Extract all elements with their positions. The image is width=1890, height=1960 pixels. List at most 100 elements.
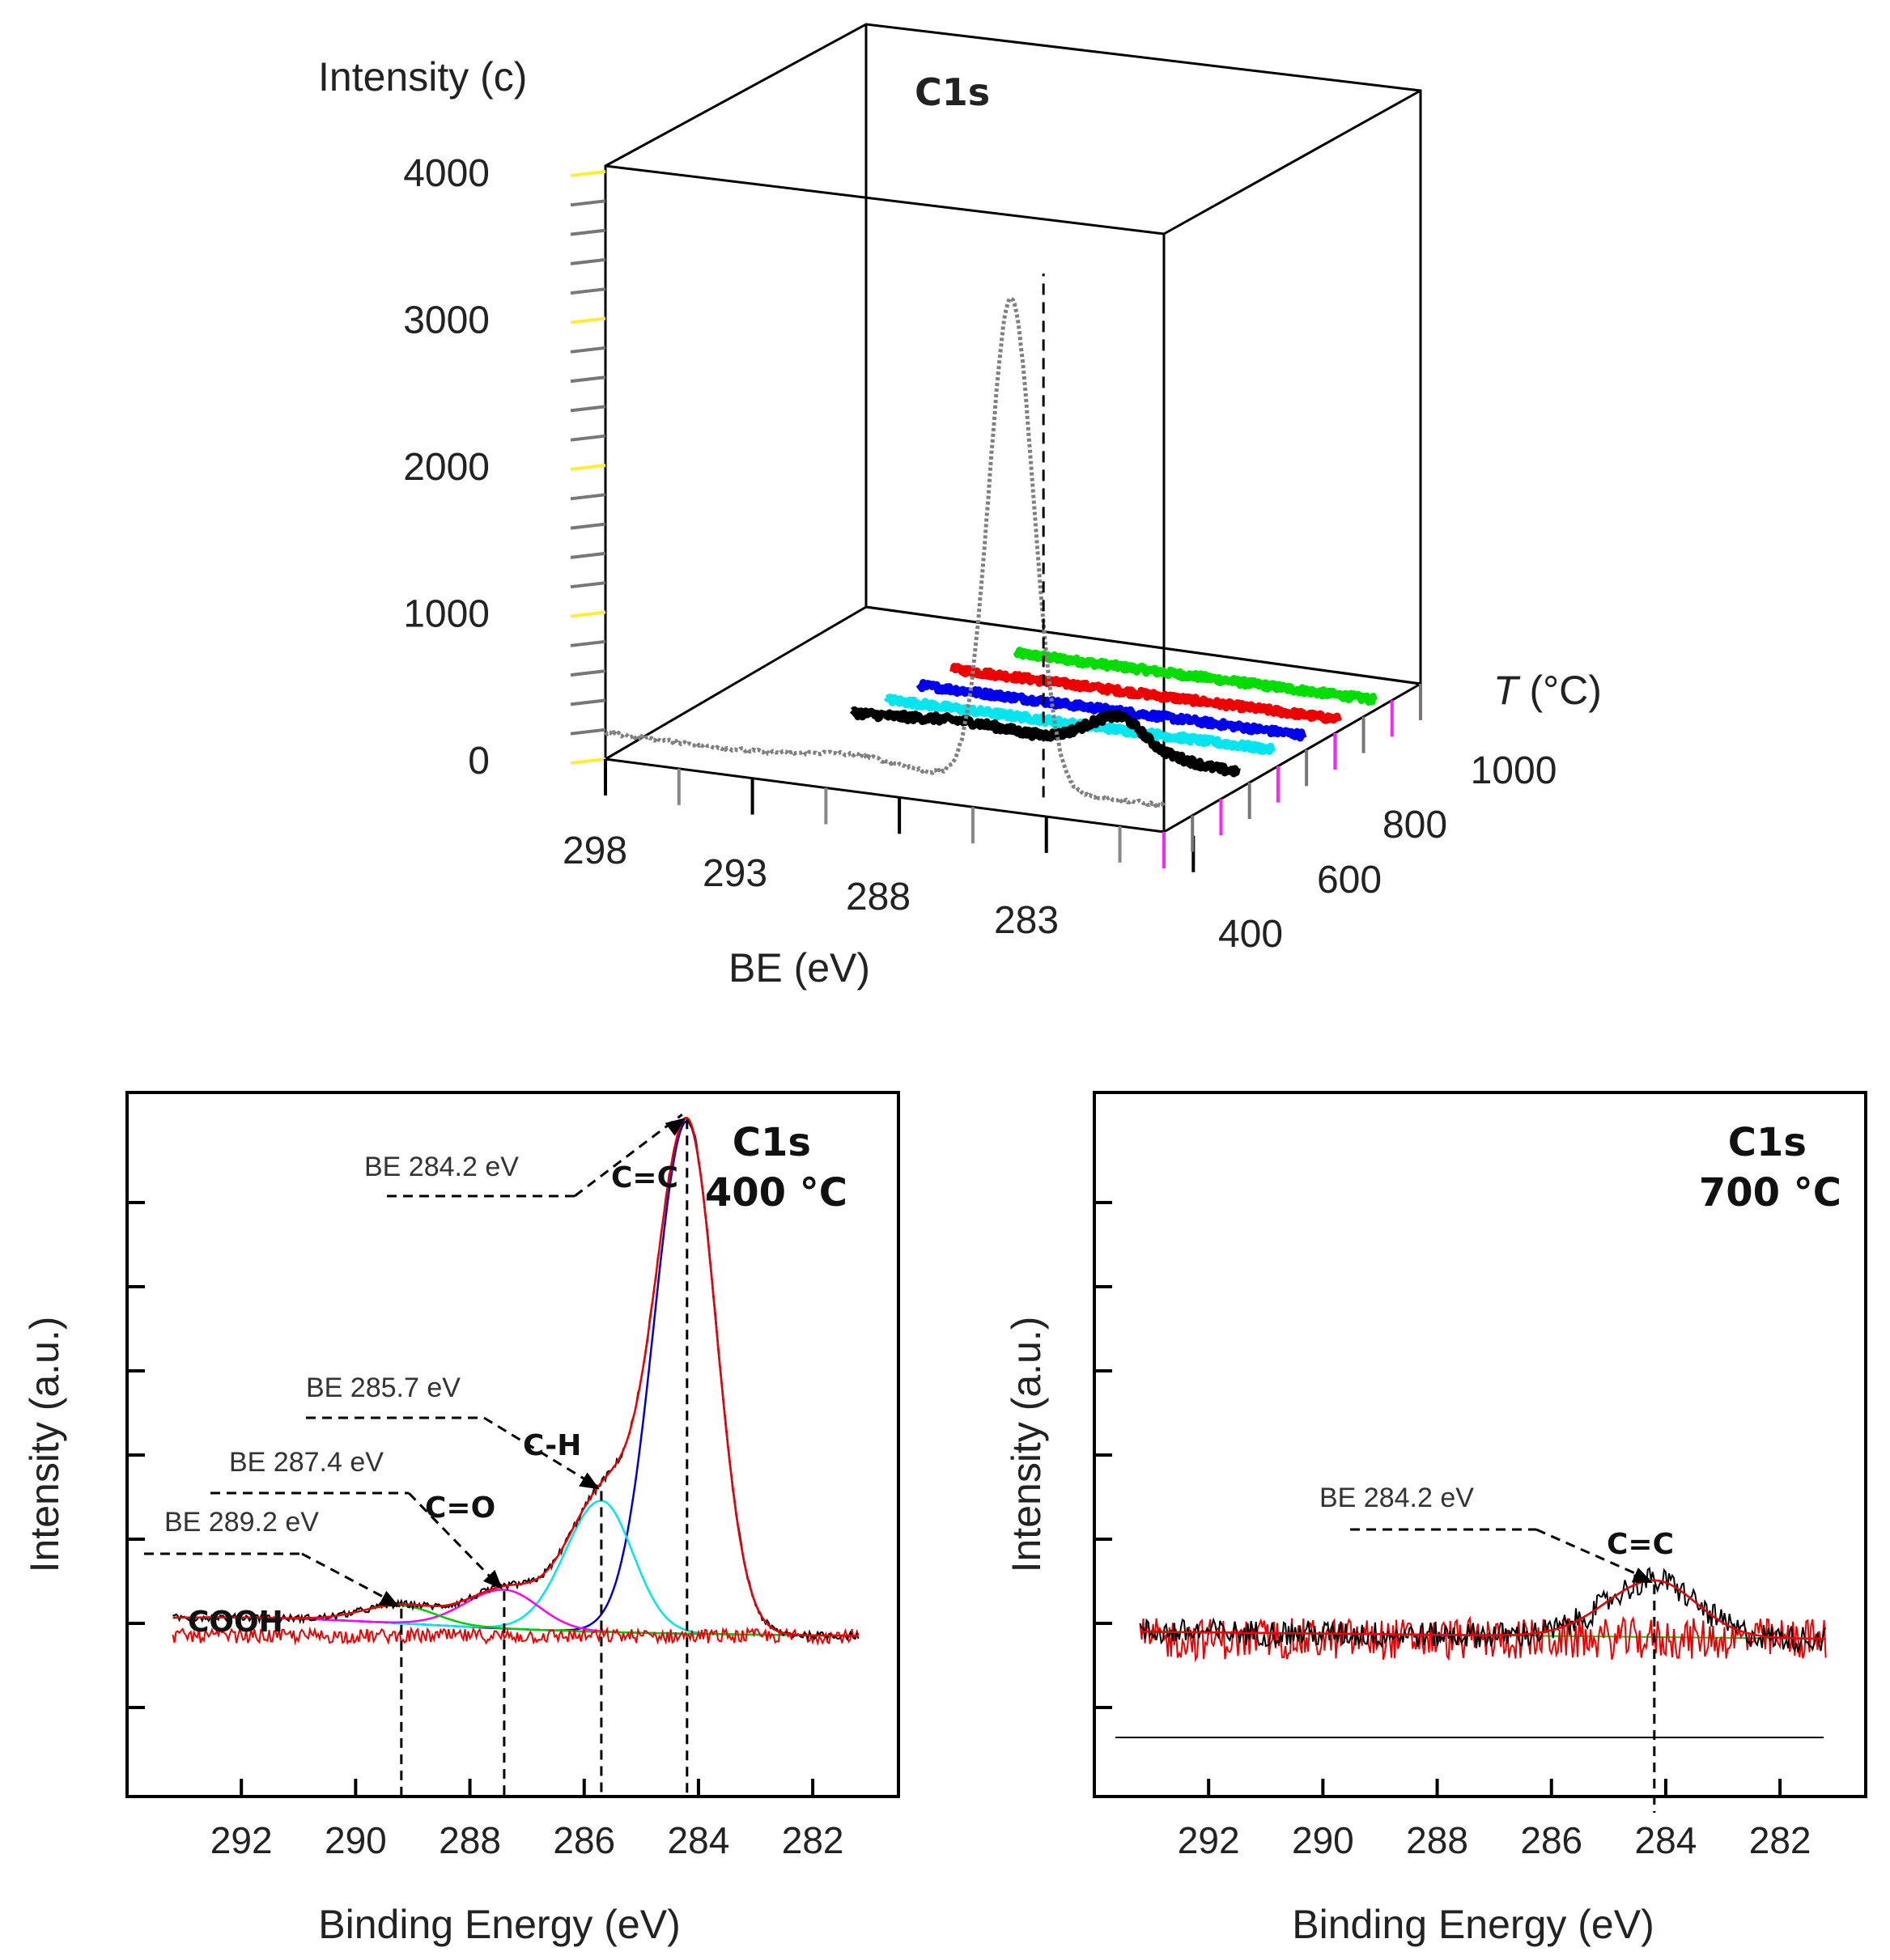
z-tick-label: 1000 [1471, 749, 1557, 792]
chart-subtitle: 700 °C [1699, 1170, 1841, 1215]
species-label: C=O [425, 1491, 495, 1525]
species-label: C-H [523, 1429, 581, 1462]
species-label: C=C [611, 1161, 678, 1194]
y-minor-tick [570, 698, 606, 706]
peak-annotations: BE 284.2 eV C=C [1319, 1483, 1674, 1813]
x-tick-label: 288 [1406, 1819, 1468, 1861]
x-tick-label: 290 [1292, 1819, 1354, 1861]
raw-data-line [1139, 1567, 1827, 1655]
z-tick-label: 400 [1218, 913, 1283, 956]
intensity-axis-ticks: 0 1000 2000 3000 4000 [403, 152, 606, 783]
y-tick-label: 1000 [403, 593, 490, 636]
x-tick-label: 293 [703, 852, 767, 895]
y-minor-tick [570, 346, 606, 354]
x-tick-label: 292 [1178, 1819, 1240, 1861]
z-tick-label: 800 [1382, 804, 1447, 846]
leader-diagonal [407, 1491, 500, 1588]
y-major-tick [570, 757, 606, 765]
x-axis-label: BE (eV) [728, 945, 870, 991]
y-minor-tick [570, 257, 606, 265]
leader-arrowhead [579, 1472, 600, 1490]
x-tick-label: 290 [325, 1819, 387, 1861]
x-tick-label: 286 [553, 1819, 615, 1861]
x-tick-label: 288 [846, 876, 911, 918]
be-annotation-label: BE 284.2 eV [364, 1152, 519, 1182]
y-minor-tick [570, 228, 606, 236]
z-axis-label-unit: (°C) [1518, 668, 1602, 713]
x-tick-label: 286 [1520, 1819, 1582, 1861]
species-label: COOH [188, 1606, 283, 1639]
leader-diagonal [301, 1552, 397, 1606]
be-axis-ticks: 298 293 288 283 [563, 759, 1196, 942]
fit-curves [1139, 1567, 1827, 1663]
residual-line [1139, 1615, 1827, 1663]
fit-curves [172, 1117, 860, 1646]
y-minor-tick [570, 639, 606, 647]
series-red-line [949, 663, 1342, 724]
y-minor-tick [570, 551, 606, 559]
z-tick-label: 600 [1317, 859, 1382, 902]
y-major-tick [570, 610, 606, 618]
be-annotation-label: BE 287.4 eV [229, 1447, 384, 1478]
x-tick-label: 282 [1749, 1819, 1811, 1861]
chart-subtitle: 400 °C [705, 1170, 847, 1215]
series-blue-line [915, 679, 1307, 742]
be-annotation-label: BE 289.2 eV [164, 1507, 319, 1538]
axis-ticks: 292 290 288 286 284 282 [1094, 1201, 1811, 1861]
leader-diagonal [1535, 1528, 1650, 1581]
envelope-line [1140, 1579, 1826, 1640]
y-tick-label: 2000 [403, 446, 490, 489]
xps-400c-chart: 292 290 288 286 284 282 BE 284.2 eV C=C BE 285.… [22, 1091, 900, 1947]
leader-diagonal [574, 1113, 683, 1198]
x-tick-label: 283 [994, 899, 1059, 942]
waterfall-3d-chart: 0 1000 2000 3000 4000 298 293 288 283 400 600800… [318, 23, 1602, 991]
chart-title: C1s [1728, 1120, 1807, 1165]
x-axis-label: Binding Energy (eV) [318, 1902, 680, 1947]
x-tick-label: 298 [563, 829, 627, 872]
y-minor-tick [570, 434, 606, 442]
y-minor-tick [570, 405, 606, 413]
chart-title: C1s [915, 70, 990, 114]
species-label: C=C [1607, 1528, 1674, 1561]
y-minor-tick [570, 493, 606, 501]
y-minor-tick [570, 375, 606, 384]
leader-arrowhead [378, 1590, 400, 1607]
waterfall-series [604, 296, 1378, 808]
y-minor-tick [570, 581, 606, 589]
y-tick-label: 4000 [403, 152, 490, 195]
axis-ticks: 292 290 288 286 284 282 [127, 1201, 843, 1861]
x-tick-label: 284 [668, 1819, 730, 1861]
residual-line [172, 1626, 860, 1646]
x-axis-label: Binding Energy (eV) [1292, 1902, 1654, 1947]
x-tick-label: 284 [1635, 1819, 1697, 1861]
plot-frame [125, 1091, 900, 1798]
x-tick-label: 292 [210, 1819, 273, 1861]
xps-700c-chart: 292 290 288 286 284 282 BE 284.2 eV C=C C1s 70… [1004, 1091, 1867, 1947]
be-annotation-label: BE 284.2 eV [1319, 1483, 1474, 1513]
y-minor-tick [570, 669, 606, 677]
series-gray-line [604, 296, 1166, 808]
x-tick-label: 288 [439, 1819, 501, 1861]
y-axis-label: Intensity (c) [318, 54, 527, 100]
leader-arrowhead [483, 1569, 503, 1590]
y-axis-label: Intensity (a.u.) [22, 1317, 67, 1573]
y-tick-label: 0 [468, 740, 490, 783]
envelope-line [172, 1117, 859, 1637]
z-axis-label-symbol: T [1493, 668, 1521, 713]
y-minor-tick [570, 199, 606, 207]
be-annotation-label: BE 285.7 eV [306, 1372, 461, 1403]
y-tick-label: 3000 [403, 299, 490, 342]
y-major-tick [570, 316, 606, 325]
y-major-tick [570, 170, 606, 177]
leader-arrowhead [1631, 1568, 1653, 1583]
y-major-tick [570, 464, 606, 471]
leader-diagonal [483, 1416, 597, 1487]
series-green-line [1013, 647, 1378, 706]
y-minor-tick [570, 728, 606, 736]
peak-annotations: BE 284.2 eV C=C BE 285.7 eV C-H BE 287.4 eV C… [144, 1113, 689, 1797]
leader-arrowhead [665, 1118, 686, 1136]
y-axis-label: Intensity (a.u.) [1004, 1317, 1049, 1573]
y-minor-tick [570, 287, 606, 295]
